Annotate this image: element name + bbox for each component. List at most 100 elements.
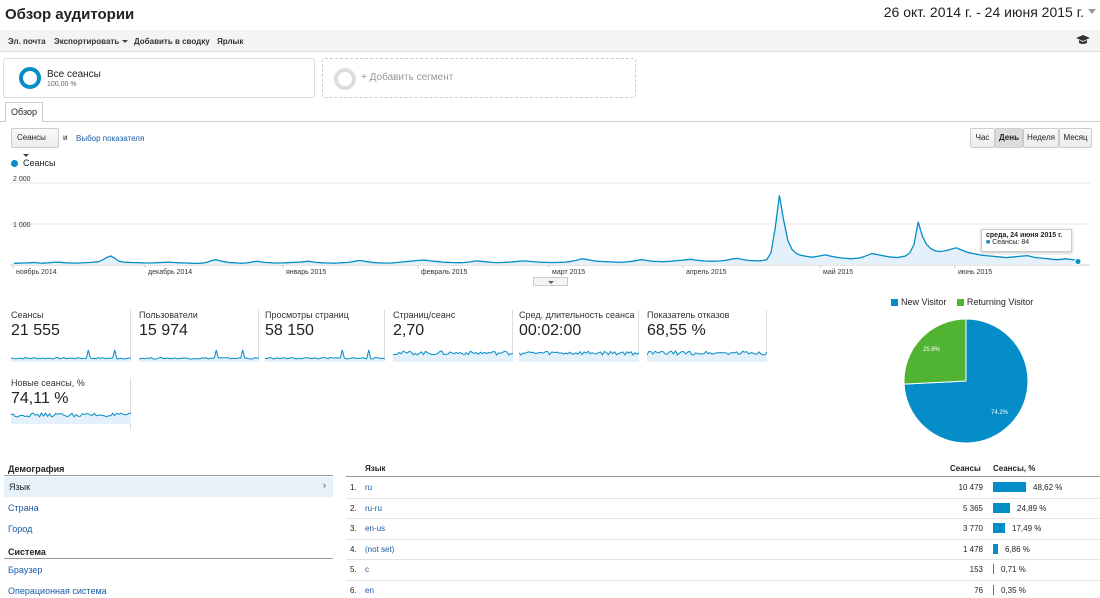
sparkline: [519, 350, 639, 362]
granularity-month[interactable]: Месяц: [1059, 128, 1092, 148]
system-item-browser[interactable]: Браузер: [8, 565, 43, 575]
add-segment-label: + Добавить сегмент: [361, 72, 454, 83]
col-sessions-pct[interactable]: Сеансы, %: [993, 464, 1036, 473]
data-point[interactable]: [1074, 258, 1082, 266]
row-language-link[interactable]: ru: [365, 483, 373, 492]
row-language-link[interactable]: en: [365, 585, 374, 595]
x-tick-label: май 2015: [823, 268, 853, 276]
sparkline-line: [519, 350, 639, 356]
row-language-link[interactable]: ru-ru: [365, 503, 382, 513]
tooltip-value-row: ■ Сеансы: 84: [986, 239, 1067, 246]
row-percent-bar: [993, 482, 1026, 492]
sparkline: [647, 350, 767, 362]
chevron-down-icon: [548, 281, 554, 284]
x-tick-label: январь 2015: [286, 269, 326, 276]
row-index: 4.: [350, 544, 357, 554]
demo-item-label: Язык: [9, 482, 31, 492]
sparkline-area: [11, 413, 131, 424]
row-language-link[interactable]: c: [365, 565, 369, 574]
system-heading: Система: [8, 547, 46, 557]
table-row: 3. en-us 3 770 17,49 %: [346, 519, 1100, 540]
pie-legend-returning: Returning Visitor: [966, 297, 1034, 307]
granularity-hour[interactable]: Час: [970, 128, 995, 148]
table-row: 2. ru-ru 5 365 24,89 %: [346, 499, 1100, 519]
y-tick-label: 2 000: [13, 176, 31, 183]
row-percent: 17,49 %: [1012, 524, 1042, 533]
row-percent: 24,89 %: [1017, 503, 1047, 513]
metric-card[interactable]: Просмотры страниц 58 150: [260, 310, 385, 362]
row-language-link[interactable]: en-us: [365, 524, 386, 533]
shortcut-button[interactable]: Ярлык: [217, 37, 244, 46]
and-label: и: [63, 133, 68, 142]
metric-select[interactable]: Сеансы: [11, 128, 59, 158]
chart-resize-handle[interactable]: [533, 277, 568, 286]
series-line: [13, 195, 1079, 265]
legend-square-icon: [956, 299, 964, 307]
sparkline-line: [11, 412, 131, 418]
segment-ring-icon: [334, 68, 356, 90]
table-row: 1. ru 10 479 48,62 %: [346, 478, 1100, 499]
metric-label: Новые сеансы, %: [11, 378, 85, 388]
chevron-right-icon: ›: [323, 480, 326, 490]
sparkline-line: [265, 349, 385, 360]
sparkline-line: [647, 350, 767, 356]
choose-metric-link[interactable]: Выбор показателя: [76, 134, 145, 143]
segment-all-sessions[interactable]: Все сеансы 100,00 %: [3, 58, 315, 98]
row-percent-bar: [993, 502, 1010, 513]
pie-slice-returning-visitor[interactable]: [903, 318, 967, 385]
tooltip-value: Сеансы: 84: [992, 239, 1030, 246]
row-sessions: 5 365: [962, 503, 983, 513]
row-percent-bar: [993, 523, 1005, 533]
table-row: 5. c 153 0,71 %: [346, 560, 1100, 581]
y-tick-label: 1 000: [13, 222, 31, 229]
sparkline-line: [139, 349, 259, 360]
sparkline-line: [11, 349, 131, 360]
add-to-dashboard-button[interactable]: Добавить в сводку: [134, 37, 210, 46]
tooltip-marker-icon: ■: [986, 239, 991, 246]
row-sessions: 10 479: [958, 483, 983, 492]
col-sessions[interactable]: Сеансы: [950, 464, 981, 473]
x-tick-label: декабрь 2014: [148, 268, 192, 276]
tab-bar: [0, 121, 1100, 122]
metric-card[interactable]: Новые сеансы, % 74,11 %: [6, 378, 131, 430]
row-percent-bar: [993, 584, 994, 595]
metric-value: 58 150: [265, 322, 314, 339]
education-cap-icon[interactable]: [1076, 35, 1090, 45]
metric-card[interactable]: Показатель отказов 68,55 %: [642, 310, 767, 362]
table-row: 6. en 76 0,35 %: [346, 581, 1100, 598]
metric-label: Страниц/сеанс: [393, 310, 456, 320]
metric-card[interactable]: Страниц/сеанс 2,70: [388, 310, 513, 362]
x-tick-label: ноябрь 2014: [16, 268, 57, 276]
demo-item-language-selected[interactable]: Язык ›: [4, 477, 333, 497]
system-item-os[interactable]: Операционная система: [8, 586, 107, 596]
pie-legend: New Visitor Returning Visitor: [891, 297, 1033, 307]
chevron-down-icon[interactable]: [1088, 9, 1096, 14]
add-segment-button[interactable]: + Добавить сегмент: [322, 58, 636, 98]
row-language-link[interactable]: (not set): [365, 544, 395, 554]
tooltip-date: среда, 24 июня 2015 г.: [986, 232, 1063, 239]
row-percent-bar: [993, 543, 998, 554]
visitor-pie-chart[interactable]: 74.2% 25.8%: [903, 318, 1029, 444]
chevron-down-icon: [122, 40, 129, 44]
export-button[interactable]: Экспортировать: [54, 37, 129, 46]
metric-card[interactable]: Пользователи 15 974: [134, 310, 259, 362]
pie-label-returning: 25.8%: [923, 347, 941, 353]
metric-card[interactable]: Сеансы 21 555: [6, 310, 131, 362]
granularity-day[interactable]: День: [995, 128, 1023, 148]
metric-select-label: Сеансы: [17, 133, 46, 142]
demo-item-country[interactable]: Страна: [8, 503, 39, 513]
granularity-week[interactable]: Неделя: [1023, 128, 1059, 148]
page-title: Обзор аудитории: [5, 6, 135, 23]
metric-value: 2,70: [393, 322, 425, 339]
row-percent: 6,86 %: [1005, 544, 1030, 554]
demo-item-city[interactable]: Город: [8, 524, 33, 534]
sessions-line-chart[interactable]: 2 000 1 000 ноябрь 2014 декабрь 2014 январ…: [0, 170, 1100, 285]
metric-card[interactable]: Сред. длительность сеанса 00:02:00: [514, 310, 639, 362]
date-range-picker[interactable]: 26 окт. 2014 г. - 24 июня 2015 г.: [883, 4, 1084, 20]
metric-value: 68,55 %: [647, 322, 706, 339]
tab-overview[interactable]: Обзор: [5, 102, 43, 122]
email-button[interactable]: Эл. почта: [8, 37, 46, 46]
x-tick-label: июнь 2015: [958, 269, 992, 276]
metric-value: 74,11 %: [11, 390, 69, 407]
row-percent-bar: [993, 564, 994, 574]
